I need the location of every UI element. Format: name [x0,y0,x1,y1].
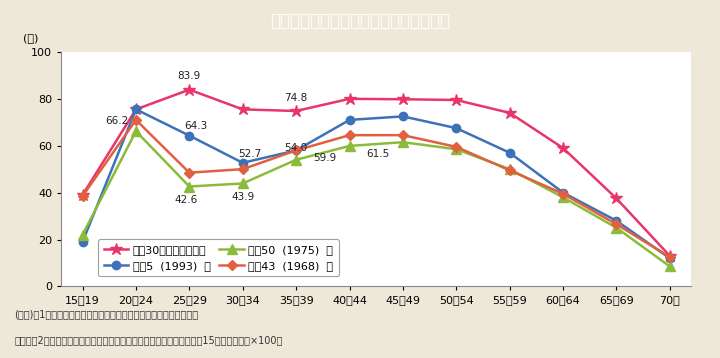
Text: 59.9: 59.9 [313,153,336,163]
Text: (％): (％) [24,33,39,43]
Text: 83.9: 83.9 [178,71,201,81]
Text: 66.2: 66.2 [105,116,128,126]
Text: 64.3: 64.3 [184,121,208,131]
Legend: 平成30（２０１８）年, 平成5  (1993)  年, 昭和50  (1975)  年, 昭和43  (1968)  年: 平成30（２０１８）年, 平成5 (1993) 年, 昭和50 (1975) 年… [98,240,339,276]
Text: 2．労働力率は，「労働力人口（就業者＋完全失業者）」／「15歳以上人口」×100。: 2．労働力率は，「労働力人口（就業者＋完全失業者）」／「15歳以上人口」×100… [14,335,283,345]
Text: 54.0: 54.0 [284,143,307,153]
Text: 61.5: 61.5 [366,149,390,159]
Text: (備考)　1．总務省・总務庁「労働力調査（基本集計）」より作成。: (備考) 1．总務省・总務庁「労働力調査（基本集計）」より作成。 [14,310,199,320]
Text: 74.8: 74.8 [284,93,307,103]
Text: 42.6: 42.6 [175,194,198,204]
Text: 図表　女性の年齢階級別労働力率の推移: 図表 女性の年齢階級別労働力率の推移 [270,11,450,30]
Text: 52.7: 52.7 [238,149,261,159]
Text: 43.9: 43.9 [231,192,254,202]
